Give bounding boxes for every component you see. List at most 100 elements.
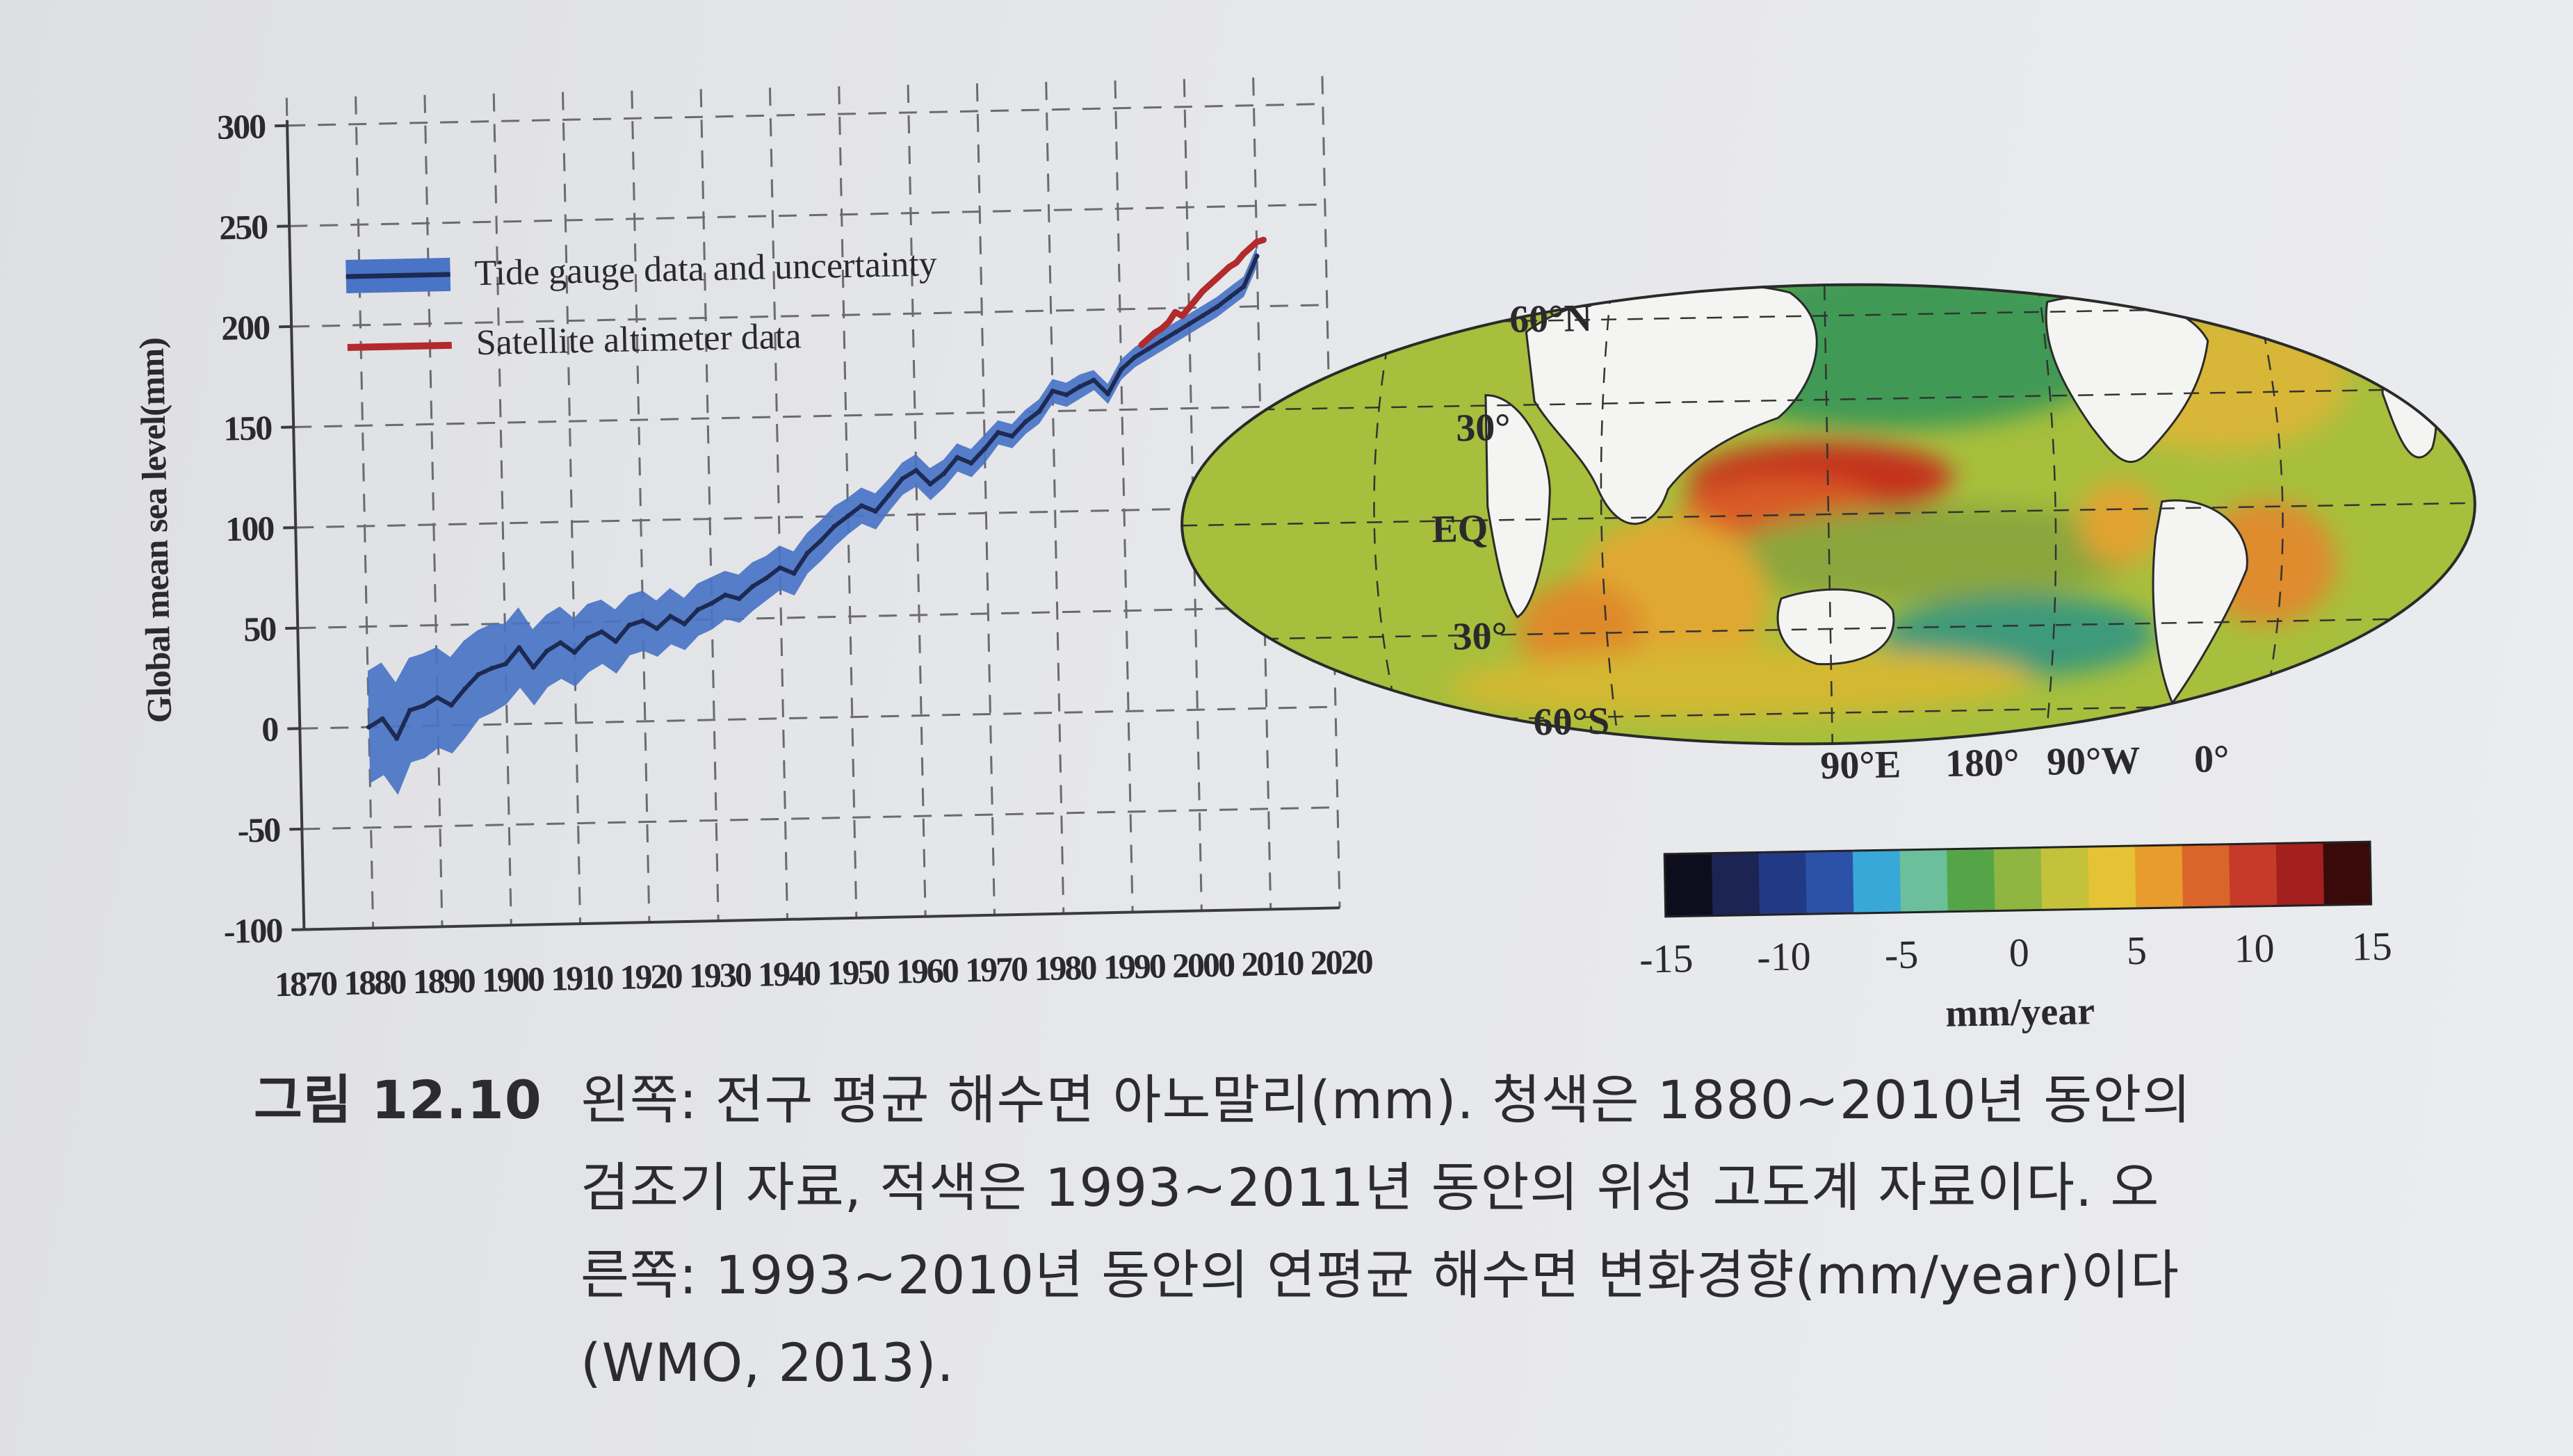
trend-region-southern: [1449, 647, 2034, 718]
x-tick-label: 1920: [619, 956, 683, 997]
satellite-point: [1145, 335, 1152, 342]
satellite-point: [1199, 288, 1206, 295]
colorbar-tick-label: 10: [2234, 926, 2275, 972]
x-tick-label: 2020: [1310, 942, 1373, 982]
grid-line-vertical: [1252, 77, 1272, 910]
x-tick-label: 1870: [274, 964, 337, 1004]
tide-gauge-point: [1037, 409, 1042, 414]
tide-gauge-point: [1228, 294, 1233, 300]
lon-label: 0°: [2193, 737, 2229, 781]
tide-gauge-point: [791, 571, 797, 576]
tide-gauge-point: [996, 430, 1001, 435]
caption-text: 왼쪽: 전구 평균 해수면 아노말리(mm). 청색은 1880~2010년 동…: [581, 1056, 2416, 1407]
colorbar-label: mm/year: [1945, 990, 2095, 1036]
tide-gauge-point: [626, 622, 632, 628]
satellite-point: [1192, 296, 1199, 303]
tide-gauge-point: [736, 596, 742, 601]
tide-gauge-point: [585, 635, 591, 641]
tide-gauge-point: [1187, 321, 1192, 327]
tide-gauge-line: [368, 255, 1259, 741]
tide-gauge-point: [804, 550, 810, 556]
y-tick-label: 50: [243, 609, 277, 648]
tide-gauge-point: [435, 695, 440, 701]
lat-label: 30°: [1452, 614, 1507, 658]
satellite-point: [1165, 319, 1172, 326]
tide-gauge-point: [1091, 377, 1096, 383]
graticule-meridian: [1600, 288, 1621, 748]
tide-gauge-point: [1105, 391, 1111, 397]
tide-gauge-point: [558, 640, 563, 646]
tide-gauge-point: [380, 716, 385, 721]
colorbar-segment: [2040, 846, 2090, 910]
tide-gauge-point: [1132, 354, 1137, 360]
tide-gauge-point: [1119, 367, 1124, 373]
satellite-point: [1158, 325, 1165, 332]
tide-gauge-point: [968, 460, 974, 466]
grid-line-horizontal: [302, 806, 1338, 831]
grid-line-horizontal: [298, 605, 1333, 630]
lon-label: 90°W: [2047, 739, 2141, 783]
caption-label: 그림 12.10: [254, 1069, 542, 1131]
grid-line-vertical: [768, 88, 789, 919]
x-tick-label: 1940: [758, 954, 821, 994]
tide-gauge-point: [476, 672, 481, 678]
tide-gauge-point: [914, 468, 919, 473]
grid-line-horizontal: [287, 103, 1323, 127]
tide-gauge-point: [544, 648, 550, 654]
satellite-point: [1253, 238, 1260, 245]
caption-line: 왼쪽: 전구 평균 해수면 아노말리(mm). 청색은 1880~2010년 동…: [581, 1069, 2192, 1131]
tide-gauge-point: [941, 471, 947, 477]
tide-gauge-point: [927, 482, 933, 487]
colorbar-tick-label: -15: [1639, 935, 1694, 981]
tide-gauge-point: [462, 686, 468, 692]
colorbar-segment: [2229, 843, 2278, 907]
satellite-point: [1240, 251, 1247, 258]
colorbar-segment: [2134, 844, 2184, 908]
colorbar-segment: [1899, 849, 1949, 913]
colorbar-segment: [2088, 845, 2137, 910]
lon-label: 90°E: [1820, 743, 1901, 787]
x-tick-label: 1990: [1103, 947, 1166, 987]
colorbar-tick-label: -5: [1884, 931, 1918, 977]
colorbar-tick-label: 0: [2008, 930, 2029, 975]
colorbar-tick-label: 5: [2126, 928, 2147, 973]
tide-gauge-point: [1173, 329, 1178, 335]
tide-gauge-point: [503, 661, 508, 666]
grid-line-horizontal: [293, 404, 1329, 429]
satellite-point: [1233, 259, 1240, 266]
satellite-point: [1247, 245, 1253, 252]
tide-gauge-point: [722, 592, 728, 598]
lon-label: 180°: [1945, 741, 2020, 785]
tide-gauge-point: [845, 513, 851, 518]
grid-line-vertical: [907, 84, 927, 917]
trend-region-eastpac: [2079, 481, 2163, 565]
lat-label: 60°S: [1533, 700, 1610, 744]
satellite-point: [1206, 281, 1212, 288]
y-tick-label: 250: [219, 207, 268, 247]
tide-gauge-point: [667, 614, 673, 619]
colorbar-segment: [1805, 851, 1855, 915]
grid-line-horizontal: [291, 304, 1327, 328]
grid-line-vertical: [975, 83, 996, 915]
colorbar-segment: [2182, 844, 2231, 908]
x-tick-label: 1910: [551, 958, 614, 998]
grid-line-horizontal: [295, 505, 1331, 529]
x-tick-label: 1930: [688, 955, 752, 995]
colorbar-tick-label: -10: [1757, 933, 1811, 979]
x-tick-label: 1950: [827, 952, 890, 992]
graticule-equator: [1182, 502, 2475, 527]
colorbar-segment: [2323, 842, 2372, 906]
tide-gauge-point: [613, 639, 619, 644]
satellite-point: [1260, 236, 1267, 243]
line-chart-plot: -100 -50 0 50 100 150 200 250 300 1870 1880 1890 190…: [131, 76, 1373, 1004]
lat-label: EQ: [1431, 507, 1488, 551]
tide-gauge-point: [421, 703, 426, 709]
grid-line-vertical: [492, 93, 512, 926]
tide-gauge-point: [1050, 388, 1055, 394]
tide-gauge-point: [1200, 313, 1206, 318]
grid-line-horizontal: [289, 203, 1325, 227]
graticule-meridian: [2036, 281, 2057, 740]
